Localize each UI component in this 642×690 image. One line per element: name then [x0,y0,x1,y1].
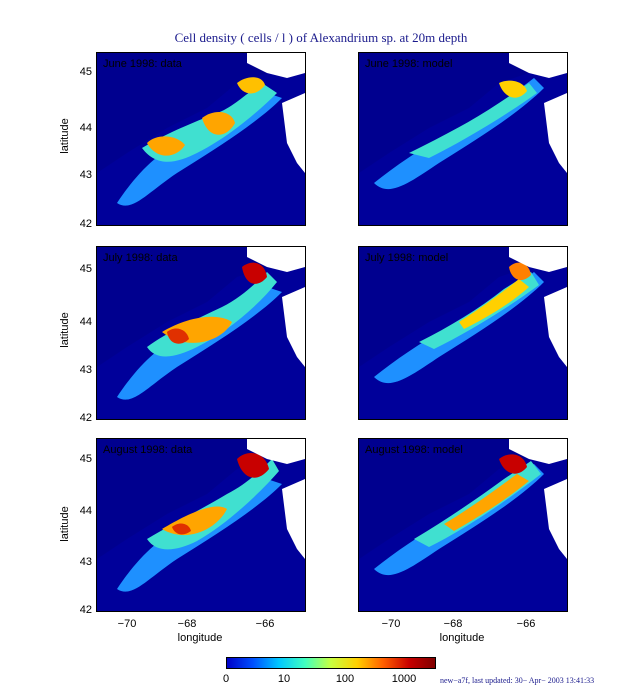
figure-title: Cell density ( cells / l ) of Alexandriu… [174,30,468,45]
ytick: 42 [79,604,92,616]
ytick: 42 [79,218,92,230]
map-august-model [359,439,567,611]
ytick: 44 [79,316,92,328]
xtick: −68 [443,618,463,630]
ytick: 43 [79,364,92,376]
panel-label: June 1998: data [103,58,182,70]
ytick: 44 [79,505,92,517]
y-axis-label: latitude [59,506,71,542]
colorbar-tick: 10 [277,673,291,685]
x-axis-label: longitude [439,632,485,644]
map-panel-july-model: July 1998: model [358,246,568,420]
map-june-model [359,53,567,225]
ytick: 45 [79,453,92,465]
map-june-data [97,53,305,225]
map-panel-june-data: June 1998: data [96,52,306,226]
ytick: 45 [79,263,92,275]
panel-label: June 1998: model [365,58,453,70]
footer-note: new−a7f, last updated: 30− Apr− 2003 13:… [440,676,595,685]
ytick: 45 [79,66,92,78]
map-july-model [359,247,567,419]
x-axis-label: longitude [177,632,223,644]
ytick: 43 [79,556,92,568]
colorbar-tick: 1000 [391,673,417,685]
map-panel-june-model: June 1998: model [358,52,568,226]
xtick: −66 [255,618,275,630]
panel-label: August 1998: data [103,444,193,456]
map-july-data [97,247,305,419]
map-panel-august-data: August 1998: data [96,438,306,612]
xtick: −70 [381,618,401,630]
panel-label: July 1998: data [103,252,178,264]
map-panel-august-model: August 1998: model [358,438,568,612]
xtick: −70 [117,618,137,630]
colorbar-tick: 100 [335,673,355,685]
y-axis-label: latitude [59,118,71,154]
ytick: 42 [79,412,92,424]
panel-label: July 1998: model [365,252,449,264]
xtick: −66 [516,618,536,630]
colorbar [226,657,436,669]
xtick: −68 [177,618,197,630]
map-panel-july-data: July 1998: data [96,246,306,420]
ytick: 43 [79,169,92,181]
map-august-data [97,439,305,611]
colorbar-tick: 0 [222,673,230,685]
y-axis-label: latitude [59,312,71,348]
ytick: 44 [79,122,92,134]
panel-label: August 1998: model [365,444,463,456]
